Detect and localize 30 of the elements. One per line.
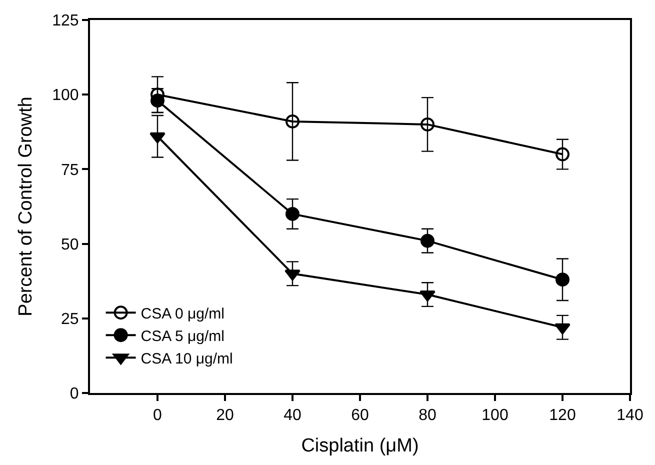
x-tick-label: 100 <box>482 407 508 424</box>
legend-label: CSA 10 μg/ml <box>140 350 233 368</box>
y-tick-label: 125 <box>52 12 79 30</box>
legend-label: CSA 5 μg/ml <box>140 328 224 345</box>
point <box>150 132 166 144</box>
x-tick-label: 120 <box>549 407 576 424</box>
x-tick-label: 40 <box>284 407 302 424</box>
y-tick-label: 50 <box>61 236 79 254</box>
x-tick-label: 140 <box>616 407 644 424</box>
x-tick-label: 60 <box>351 407 369 424</box>
point <box>286 206 300 221</box>
x-axis-title: Cisplatin (μM) <box>301 436 419 456</box>
y-tick-label: 25 <box>61 311 79 328</box>
x-tick-label: 20 <box>216 407 234 424</box>
y-tick-label: 0 <box>70 386 79 403</box>
x-tick-label: 80 <box>418 407 436 424</box>
point <box>420 117 434 132</box>
point <box>554 323 570 334</box>
y-axis-title: Percent of Control Growth <box>15 96 36 316</box>
x-tick-label: 0 <box>153 407 162 424</box>
point <box>556 272 570 287</box>
legend-label: CSA 0 μg/ml <box>140 305 224 322</box>
y-tick-label: 100 <box>52 87 79 104</box>
point <box>150 94 164 108</box>
point <box>420 234 434 248</box>
point <box>284 270 300 281</box>
point <box>420 290 436 302</box>
point <box>556 147 570 162</box>
point <box>286 114 300 128</box>
y-tick-label: 75 <box>61 162 79 179</box>
